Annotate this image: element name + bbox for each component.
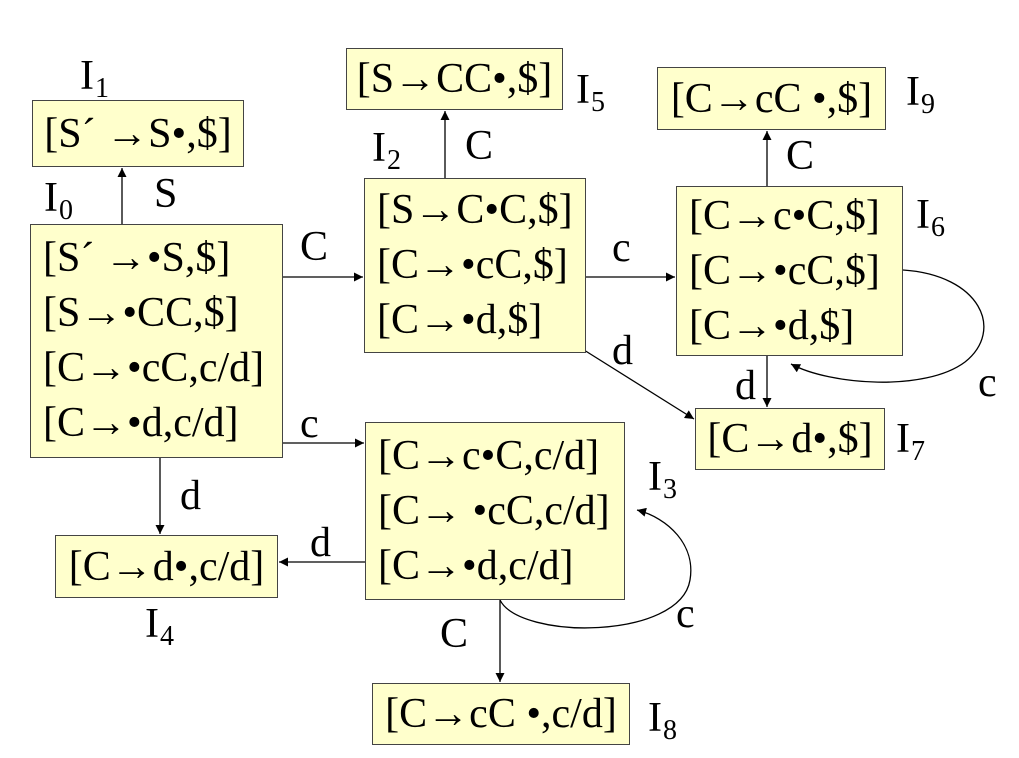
state-i0-box: [S´ →•S,$] [S→•CC,$] [C→•cC,c/d] [C→•d,c… (30, 224, 283, 458)
state-i5-label: I5 (576, 67, 605, 118)
edge-label-i6-i7: d (735, 363, 756, 409)
edge-label-i6-loop: c (978, 360, 997, 406)
item: [S→CC•,$] (356, 56, 553, 102)
state-label-subscript: 9 (921, 89, 935, 120)
state-i6-label: I6 (916, 192, 945, 243)
state-label-main: I (372, 125, 386, 171)
state-i4-label: I4 (145, 601, 174, 652)
state-i5-box: [S→CC•,$] (346, 48, 563, 110)
edge-label-i0-i1: S (154, 171, 178, 217)
state-label-subscript: 6 (931, 212, 945, 243)
state-label-subscript: 8 (663, 715, 677, 746)
state-label-subscript: 0 (59, 195, 73, 226)
edge-label-i0-i2: C (300, 224, 329, 270)
item: [C→d•,$] (707, 416, 873, 462)
state-i4-box: [C→d•,c/d] (55, 535, 278, 598)
item: [C→•d,$] (689, 302, 855, 349)
state-i8-box: [C→cC •,c/d] (372, 683, 630, 745)
state-label-subscript: 7 (911, 436, 925, 467)
item: [C→•d,c/d] (378, 542, 574, 589)
state-label-main: I (648, 695, 662, 741)
item: [C→•d,$] (377, 297, 543, 343)
item: [C→•cC,c/d] (43, 345, 265, 391)
state-i3-box: [C→c•C,c/d] [C→ •cC,c/d] [C→•d,c/d] (365, 422, 625, 600)
item: [C→cC •,c/d] (385, 691, 617, 737)
state-i0-label: I0 (44, 175, 73, 226)
arrow-i3-self-loop (499, 507, 692, 629)
state-label-main: I (80, 53, 94, 99)
edge-label-i3-loop: c (676, 591, 695, 637)
item: [C→•cC,$] (689, 247, 880, 294)
item: [C→•d,c/d] (43, 400, 239, 446)
state-label-main: I (906, 69, 920, 115)
edge-label-i3-i8: C (440, 611, 469, 657)
state-i1-box: [S´ →S•,$] (32, 100, 244, 167)
state-i7-label: I7 (896, 416, 925, 467)
state-label-subscript: 4 (160, 621, 174, 652)
item: [S→•CC,$] (43, 290, 239, 336)
edge-label-i2-i6: c (612, 225, 631, 271)
state-label-subscript: 3 (663, 474, 677, 505)
state-i9-label: I9 (906, 69, 935, 120)
item: [S→C•C,$] (377, 187, 573, 233)
state-label-subscript: 2 (387, 145, 401, 176)
state-label-main: I (576, 67, 590, 113)
state-i8-label: I8 (648, 695, 677, 746)
edge-label-i0-i4: d (180, 473, 201, 519)
state-i1-label: I1 (80, 53, 109, 104)
state-label-main: I (896, 416, 910, 462)
state-label-subscript: 1 (95, 73, 109, 104)
item: [C→d•,c/d] (68, 543, 265, 590)
edge-label-i2-i5: C (465, 123, 494, 169)
state-i2-box: [S→C•C,$] [C→•cC,$] [C→•d,$] (364, 178, 586, 353)
item: [S´ →•S,$] (43, 235, 231, 281)
item: [C→ •cC,c/d] (378, 487, 610, 534)
arrow-i6-self-loop (790, 269, 985, 383)
item: [C→•cC,$] (377, 242, 568, 288)
state-i6-box: [C→c•C,$] [C→•cC,$] [C→•d,$] (676, 186, 903, 356)
item: [C→c•C,c/d] (378, 432, 600, 479)
edge-label-i3-i4: d (310, 520, 331, 566)
arrow-i2-to-i7 (583, 349, 695, 420)
item: [S´ →S•,$] (44, 110, 232, 157)
state-label-main: I (145, 601, 159, 647)
state-i9-box: [C→cC •,$] (657, 67, 886, 130)
state-label-main: I (44, 175, 58, 221)
state-label-main: I (916, 192, 930, 238)
edge-label-i0-i3: c (300, 401, 319, 447)
edge-label-i2-i7: d (612, 328, 633, 374)
edge-label-i6-i9: C (786, 133, 815, 179)
state-label-main: I (648, 454, 662, 500)
state-i2-label: I2 (372, 125, 401, 176)
item: [C→c•C,$] (689, 192, 880, 239)
state-label-subscript: 5 (591, 87, 605, 118)
state-i7-box: [C→d•,$] (695, 408, 885, 470)
item: [C→cC •,$] (670, 75, 873, 122)
state-i3-label: I3 (648, 454, 677, 505)
